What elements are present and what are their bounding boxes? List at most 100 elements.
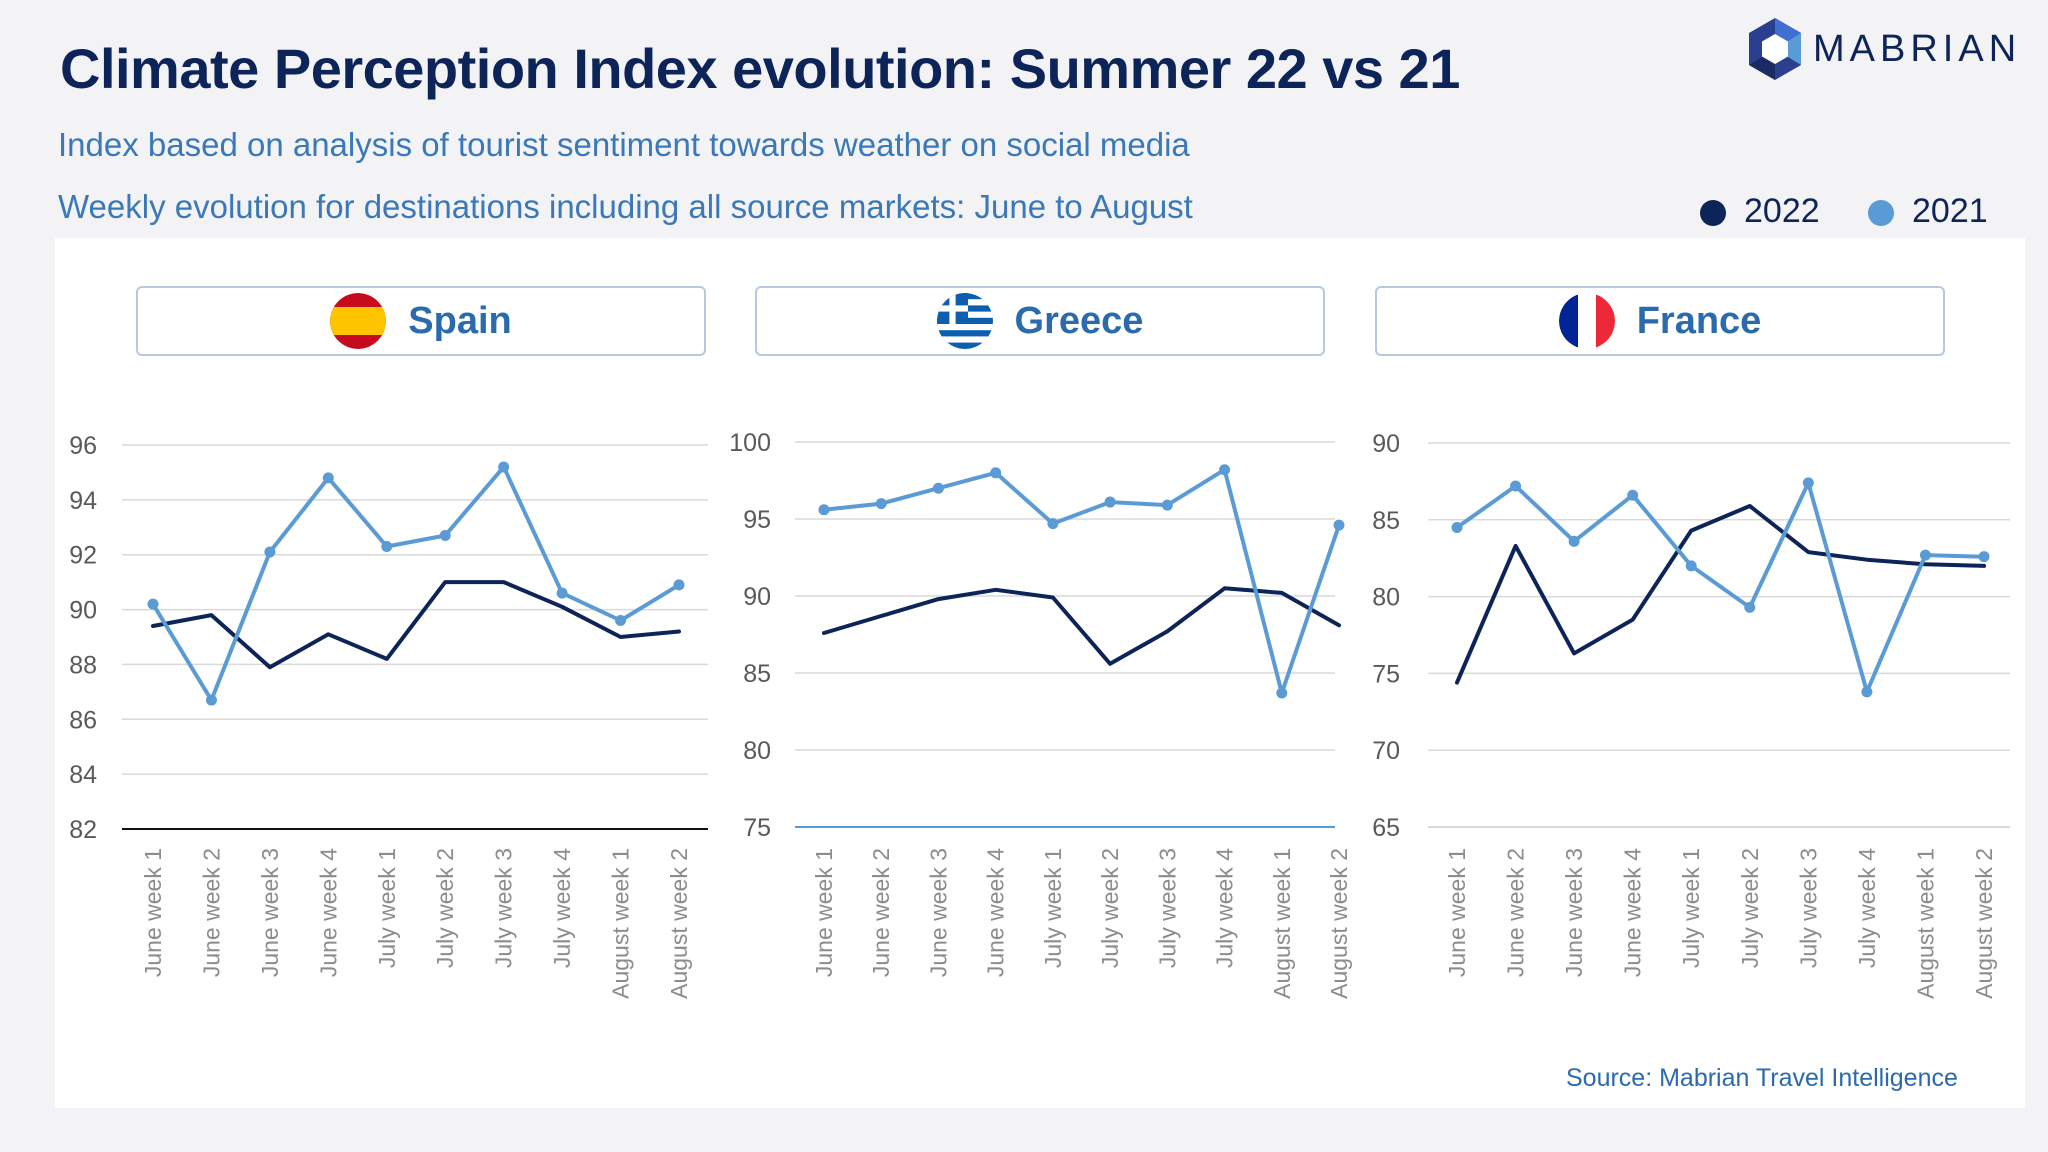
country-name-spain: Spain: [408, 299, 512, 342]
legend-label-2022: 2022: [1744, 192, 1820, 230]
y-tick-label: 85: [743, 660, 771, 688]
country-name-greece: Greece: [1014, 299, 1144, 342]
data-point-2021: [1333, 519, 1345, 531]
data-point-2021: [1276, 687, 1288, 699]
x-tick-label: June week 3: [257, 848, 283, 977]
y-tick-label: 88: [69, 651, 97, 679]
spain-flag-icon: [330, 293, 387, 349]
series-line-2022: [1455, 504, 1986, 685]
data-point-2021: [615, 615, 627, 627]
data-point-2021: [932, 482, 944, 494]
data-point-2021: [1510, 480, 1522, 492]
series-line-2021: [822, 467, 1341, 695]
hexagon-logo-icon: [1749, 18, 1801, 80]
series-line-2021: [1455, 480, 1986, 694]
x-tick-label: August week 1: [1269, 848, 1295, 999]
data-point-2021: [556, 587, 568, 599]
data-point-2021: [1047, 518, 1059, 530]
legend-dot-2021: [1868, 200, 1894, 226]
y-tick-label: 82: [69, 816, 97, 844]
data-point-2021: [875, 498, 887, 510]
x-tick-label: July week 4: [1854, 848, 1880, 968]
x-tick-label: July week 2: [432, 848, 458, 968]
y-tick-label: 65: [1372, 814, 1400, 842]
y-tick-label: 86: [69, 706, 97, 734]
data-point-2021: [498, 461, 510, 473]
data-point-2021: [1685, 560, 1697, 572]
data-point-2021: [1104, 496, 1116, 508]
country-header-greece: Greece: [755, 286, 1325, 356]
y-tick-label: 92: [69, 542, 97, 570]
subtitle-index: Index based on analysis of tourist senti…: [58, 126, 1190, 163]
country-header-spain: Spain: [136, 286, 706, 356]
mabrian-logo: MABRIAN: [1745, 16, 2035, 82]
x-tick-label: June week 2: [1503, 848, 1529, 977]
data-point-2021: [1802, 477, 1814, 489]
series-line-2021: [151, 464, 681, 703]
y-tick-label: 90: [743, 583, 771, 611]
data-point-2021: [1861, 686, 1873, 698]
greece-flag-icon: [936, 293, 993, 349]
country-header-france: France: [1375, 286, 1945, 356]
series-line-2022: [151, 580, 681, 670]
y-tick-label: 84: [69, 761, 97, 789]
x-tick-label: August week 2: [1971, 848, 1997, 999]
y-tick-label: 95: [743, 506, 771, 534]
legend-dot-2022: [1700, 200, 1726, 226]
y-tick-label: 96: [69, 432, 97, 460]
y-tick-label: 70: [1372, 737, 1400, 765]
x-tick-label: July week 1: [374, 848, 400, 968]
x-tick-label: July week 3: [491, 848, 517, 968]
data-point-2021: [1161, 499, 1173, 511]
series-line-2022: [822, 586, 1341, 666]
data-point-2021: [1219, 464, 1231, 476]
data-point-2021: [439, 530, 451, 542]
x-tick-label: June week 4: [315, 848, 341, 977]
y-tick-label: 75: [1372, 660, 1400, 688]
x-tick-label: August week 1: [1912, 848, 1938, 999]
brand-name: MABRIAN: [1813, 28, 2022, 70]
y-tick-label: 90: [1372, 430, 1400, 458]
y-tick-label: 80: [1372, 584, 1400, 612]
data-point-2021: [818, 504, 830, 516]
x-tick-label: July week 1: [1678, 848, 1704, 968]
data-point-2021: [264, 546, 276, 558]
y-tick-label: 94: [69, 487, 97, 515]
source-note: Source: Mabrian Travel Intelligence: [1566, 1064, 1958, 1092]
legend: 2022 2021: [1700, 190, 2020, 234]
data-point-2021: [205, 694, 217, 706]
x-tick-label: July week 2: [1097, 848, 1123, 968]
x-tick-label: June week 3: [1561, 848, 1587, 977]
x-tick-label: July week 3: [1795, 848, 1821, 968]
x-tick-label: July week 4: [549, 848, 575, 968]
x-tick-label: June week 3: [925, 848, 951, 977]
y-tick-label: 75: [743, 814, 771, 842]
x-tick-label: July week 2: [1737, 848, 1763, 968]
page-title: Climate Perception Index evolution: Summ…: [60, 37, 1460, 100]
data-point-2021: [1568, 535, 1580, 547]
y-tick-label: 100: [729, 429, 771, 457]
x-tick-label: June week 4: [983, 848, 1009, 977]
x-tick-label: June week 1: [1444, 848, 1470, 977]
data-point-2021: [147, 598, 159, 610]
data-point-2021: [381, 540, 393, 552]
x-tick-label: June week 1: [140, 848, 166, 977]
country-name-france: France: [1636, 299, 1762, 342]
y-tick-label: 85: [1372, 507, 1400, 535]
x-tick-label: July week 4: [1212, 848, 1238, 968]
data-point-2021: [1627, 489, 1639, 501]
x-tick-label: August week 1: [608, 848, 634, 999]
x-tick-label: June week 2: [198, 848, 224, 977]
data-point-2021: [673, 579, 685, 591]
data-point-2021: [322, 472, 334, 484]
data-point-2021: [1978, 551, 1990, 563]
x-tick-label: July week 3: [1154, 848, 1180, 968]
legend-label-2021: 2021: [1912, 192, 1988, 230]
y-tick-label: 90: [69, 597, 97, 625]
data-point-2021: [1744, 601, 1756, 613]
data-point-2021: [990, 467, 1002, 479]
x-tick-label: June week 1: [811, 848, 837, 977]
subtitle-weekly: Weekly evolution for destinations includ…: [58, 188, 1193, 225]
y-tick-label: 80: [743, 737, 771, 765]
